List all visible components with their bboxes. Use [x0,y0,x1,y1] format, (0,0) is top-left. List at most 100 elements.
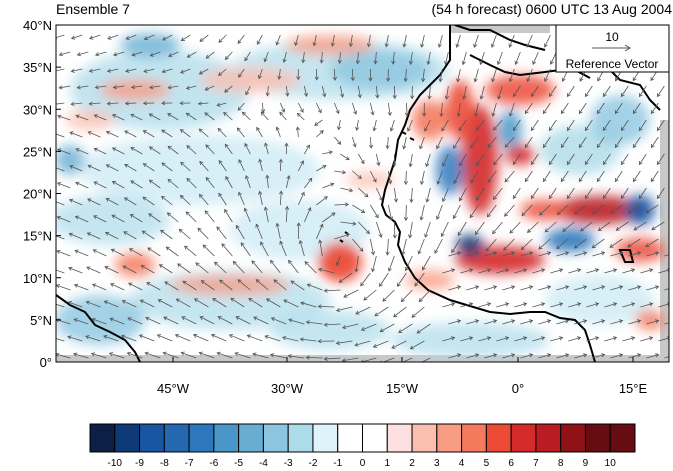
colorbar-label: -7 [185,458,194,469]
wind-vector-head [424,127,428,132]
wind-vector [247,335,263,342]
wind-vector [513,85,521,97]
wind-vector-head [93,215,98,219]
wind-vector [186,178,197,189]
wind-vector [282,337,299,342]
wind-vector [158,299,173,308]
wind-vector-head [504,143,509,148]
wind-vector-head [403,78,408,83]
wind-vector-head [426,60,431,66]
wind-vector [107,102,119,105]
wind-vector-head [161,129,166,134]
wind-vector-head [459,162,463,167]
wind-vector-head [198,193,203,198]
wind-vector-head [615,77,619,82]
wind-vector [646,286,659,291]
wind-vector-head [204,112,209,117]
wind-vector-head [357,175,362,180]
wind-vector [106,131,119,138]
wind-vector-head [213,261,219,266]
wind-vector-head [530,194,535,200]
wind-vector-head [248,297,253,302]
wind-vector [110,283,125,291]
wind-vector [390,119,395,132]
wind-vector-head [548,160,553,166]
wind-vector-head [345,156,350,161]
wind-vector-head [596,143,601,149]
wind-vector [193,334,209,342]
wind-vector [480,85,485,100]
wind-vector [592,286,605,291]
wind-vector [238,192,245,206]
wind-vector-head [385,145,390,150]
wind-vector [343,289,359,298]
wind-vector-head [392,234,397,239]
wind-vector [88,131,101,138]
wind-vector [424,221,431,238]
wind-vector [89,34,101,39]
wind-vector [405,102,408,116]
wind-vector [568,303,581,308]
wind-vector [574,354,587,359]
wind-vector-head [337,59,342,65]
wind-vector [57,216,71,223]
wind-vector-head [237,39,242,44]
wind-vector-head [284,142,289,147]
wind-vector [56,34,65,39]
wind-vector-head [523,302,528,307]
wind-vector [466,320,479,325]
wind-vector-head [393,313,398,318]
wind-vector-head [330,42,335,47]
colorbar-label: -10 [108,458,123,469]
wind-vector-head [105,198,110,202]
colorbar-label: 3 [434,458,440,469]
wind-vector [333,102,340,114]
wind-vector-head [438,78,443,83]
wind-vector-head [511,353,516,358]
wind-vector-head [596,109,601,115]
wind-vector-head [70,35,76,40]
wind-vector [74,284,89,291]
wind-vector [332,34,335,47]
wind-vector-head [627,243,632,248]
wind-vector-head [355,126,360,132]
wind-vector-head [148,213,153,218]
wind-vector [592,320,605,325]
wind-vector-head [317,109,322,114]
colorbar-swatch [262,423,289,453]
wind-vector-head [388,216,394,221]
wind-vector-head [89,35,94,40]
wind-vector-head [584,194,589,200]
wind-vector [77,51,89,56]
wind-vector-head [565,251,570,256]
wind-vector-head [530,126,535,132]
lat-tick-label: 5°N [30,313,52,328]
wind-vector-head [615,226,620,231]
wind-vector-head [93,114,98,119]
wind-vector [639,119,647,131]
wind-vector-head [167,178,172,183]
wind-vector [579,170,587,182]
wind-vector [149,146,161,155]
wind-vector-head [70,101,75,106]
wind-vector-head [592,210,597,215]
wind-vector-head [288,318,293,323]
wind-vector [375,85,379,99]
wind-vector-head [180,351,185,356]
wind-vector [358,187,369,198]
wind-vector-head [374,312,379,317]
wind-vector [256,34,263,45]
wind-vector [244,208,251,223]
wind-vector-head [182,280,187,285]
wind-vector-head [193,298,199,303]
wind-vector [393,306,407,318]
wind-vector-head [258,158,263,163]
wind-vector [574,238,587,249]
wind-vector-head [344,202,349,207]
wind-vector-head [420,43,425,48]
wind-vector-head [462,95,467,100]
wind-vector [363,289,377,301]
wind-vector [561,170,569,182]
wind-vector-head [68,232,73,237]
wind-vector-head [192,333,198,338]
